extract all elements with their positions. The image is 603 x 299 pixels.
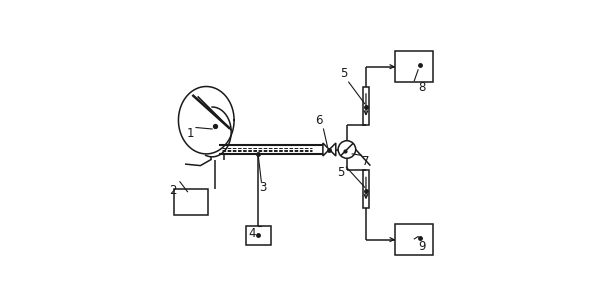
Text: 6: 6: [315, 114, 323, 127]
Bar: [395, 224, 434, 255]
Bar: [246, 226, 271, 245]
Text: 5: 5: [339, 67, 347, 80]
Text: 3: 3: [259, 181, 267, 194]
Bar: [174, 189, 208, 215]
Polygon shape: [323, 143, 329, 156]
Bar: [363, 86, 369, 125]
Text: 7: 7: [362, 155, 370, 168]
Text: 2: 2: [169, 184, 176, 197]
Text: 5: 5: [337, 167, 345, 179]
Bar: [363, 170, 369, 208]
Bar: [395, 51, 434, 82]
Text: 1: 1: [186, 127, 194, 140]
Text: 8: 8: [418, 81, 425, 94]
Text: 4: 4: [248, 227, 256, 239]
Text: 9: 9: [418, 240, 425, 253]
Polygon shape: [329, 143, 336, 156]
